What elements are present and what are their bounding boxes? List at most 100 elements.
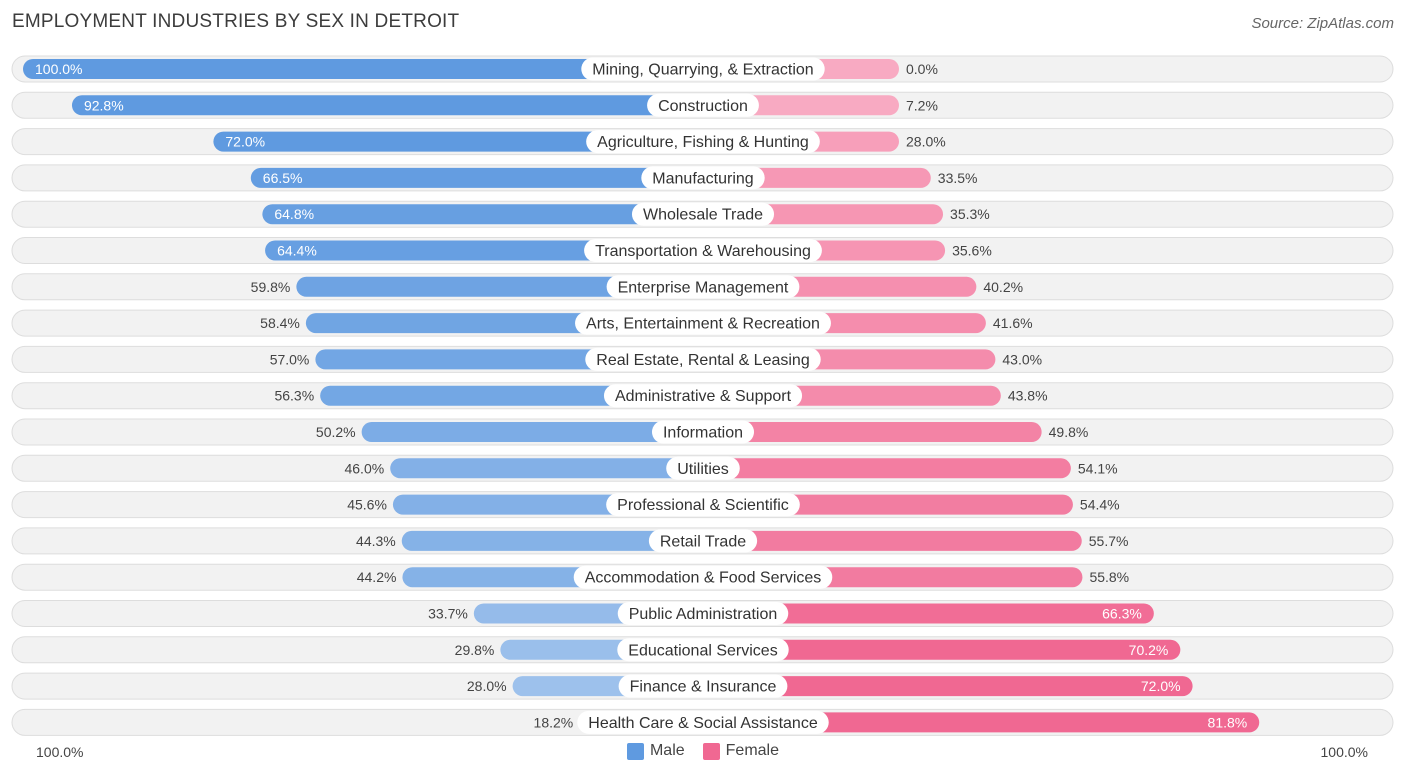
chart-row: 66.5% 33.5% Manufacturing: [11, 164, 1394, 192]
bar-male: [390, 458, 703, 479]
category-label: Manufacturing: [652, 170, 753, 187]
value-label-male: 72.0%: [225, 134, 265, 150]
category-label: Transportation & Warehousing: [595, 243, 811, 260]
category-pill: [586, 130, 820, 154]
value-label-male: 59.8%: [251, 279, 291, 295]
category-label: Retail Trade: [660, 533, 746, 550]
category-pill: [603, 384, 803, 408]
category-label: Enterprise Management: [618, 279, 789, 296]
chart-row: 33.7% 66.3% Public Administration: [11, 600, 1394, 627]
category-label: Utilities: [677, 461, 729, 478]
bar-female: [703, 712, 1260, 733]
value-label-male: 64.8%: [274, 206, 314, 222]
category-pill: [617, 638, 789, 662]
category-pill: [648, 529, 758, 553]
axis-right-label: 100.0%: [1320, 744, 1368, 760]
bar-male: [262, 204, 703, 225]
value-label-female: 54.4%: [1080, 497, 1120, 513]
value-label-male: 45.6%: [347, 497, 387, 513]
chart-row: 64.4% 35.6% Transportation & Warehousing: [11, 237, 1394, 264]
value-label-female: 55.7%: [1089, 533, 1129, 549]
bar-female: [703, 422, 1042, 442]
value-label-male: 56.3%: [274, 388, 314, 404]
value-label-male: 50.2%: [316, 424, 356, 440]
value-label-female: 35.6%: [952, 243, 992, 259]
legend-swatch-male: [626, 742, 644, 760]
category-pill: [606, 493, 800, 517]
value-label-male: 92.8%: [84, 97, 124, 113]
chart-title: EMPLOYMENT INDUSTRIES BY SEX IN DETROIT: [12, 11, 460, 32]
value-label-female: 0.0%: [906, 61, 938, 77]
category-label: Information: [663, 425, 743, 442]
value-label-female: 72.0%: [1141, 678, 1181, 694]
value-label-female: 40.2%: [983, 279, 1023, 295]
value-label-female: 41.6%: [993, 315, 1033, 331]
chart-row: 46.0% 54.1% Utilities: [11, 454, 1394, 482]
value-label-female: 33.5%: [938, 170, 978, 186]
bar-male: [361, 422, 703, 442]
bar-female: [703, 458, 1071, 479]
value-label-male: 66.5%: [263, 170, 303, 186]
chart-row: 100.0% 0.0% Mining, Quarrying, & Extractio…: [11, 55, 1394, 83]
source-label: Source: ZipAtlas.com: [1251, 15, 1394, 32]
category-label: Accommodation & Food Services: [585, 570, 822, 587]
category-pill: [666, 456, 740, 480]
chart-row: 28.0% 72.0% Finance & Insurance: [11, 672, 1394, 700]
bar-female: [703, 676, 1193, 697]
category-label: Construction: [658, 98, 748, 115]
chart-row: 72.0% 28.0% Agriculture, Fishing & Hunting: [11, 128, 1394, 156]
category-label: Educational Services: [628, 642, 777, 659]
chart-row: 64.8% 35.3% Wholesale Trade: [11, 200, 1394, 228]
value-label-female: 43.8%: [1008, 388, 1048, 404]
chart-row: 44.3% 55.7% Retail Trade: [11, 527, 1394, 555]
value-label-male: 28.0%: [467, 678, 507, 694]
bar-male: [23, 59, 703, 79]
category-pill: [641, 166, 765, 190]
value-label-male: 100.0%: [35, 61, 82, 77]
category-label: Real Estate, Rental & Leasing: [596, 352, 809, 369]
category-pill: [585, 347, 821, 371]
chart-row: 57.0% 43.0% Real Estate, Rental & Leasing: [11, 345, 1394, 373]
chart-row: 50.2% 49.8% Information: [11, 418, 1394, 446]
value-label-female: 35.3%: [950, 206, 990, 222]
value-label-female: 66.3%: [1102, 606, 1142, 622]
legend: Male Female: [0, 742, 1406, 760]
value-label-female: 49.8%: [1049, 424, 1089, 440]
bar-male: [401, 530, 703, 551]
value-label-male: 44.3%: [356, 533, 396, 549]
category-label: Health Care & Social Assistance: [588, 715, 818, 732]
legend-label-male: Male: [649, 742, 685, 759]
value-label-male: 29.8%: [455, 642, 495, 658]
value-label-male: 18.2%: [534, 714, 574, 730]
value-label-female: 81.8%: [1208, 714, 1248, 730]
chart-row: 58.4% 41.6% Arts, Entertainment & Recreati…: [11, 309, 1394, 337]
category-label: Finance & Insurance: [630, 679, 777, 696]
category-pill: [618, 674, 788, 698]
category-label: Agriculture, Fishing & Hunting: [597, 134, 809, 151]
value-label-female: 55.8%: [1089, 569, 1129, 585]
legend-item-female: Female: [702, 742, 780, 760]
category-pill: [584, 239, 822, 262]
chart-row: 92.8% 7.2% Construction: [11, 91, 1394, 119]
bar-male: [213, 131, 703, 152]
category-label: Professional & Scientific: [617, 497, 789, 514]
chart-row: 45.6% 54.4% Professional & Scientific: [11, 491, 1394, 519]
category-pill: [573, 565, 833, 589]
category-pill: [581, 57, 825, 81]
chart-row: 18.2% 81.8% Health Care & Social Assistanc…: [11, 708, 1394, 736]
axis-left-label: 100.0%: [36, 744, 84, 760]
value-label-male: 57.0%: [270, 351, 310, 367]
category-label: Administrative & Support: [615, 388, 792, 405]
category-pill: [631, 202, 775, 226]
value-label-male: 46.0%: [344, 460, 384, 476]
category-label: Arts, Entertainment & Recreation: [586, 316, 820, 333]
bar-male: [250, 167, 704, 188]
chart-row: 59.8% 40.2% Enterprise Management: [11, 273, 1394, 301]
bar-female: [703, 639, 1181, 660]
legend-label-female: Female: [725, 742, 780, 759]
category-pill: [651, 420, 755, 444]
value-label-male: 44.2%: [357, 569, 397, 585]
category-pill: [606, 275, 800, 299]
chart-row: 29.8% 70.2% Educational Services: [11, 636, 1394, 664]
